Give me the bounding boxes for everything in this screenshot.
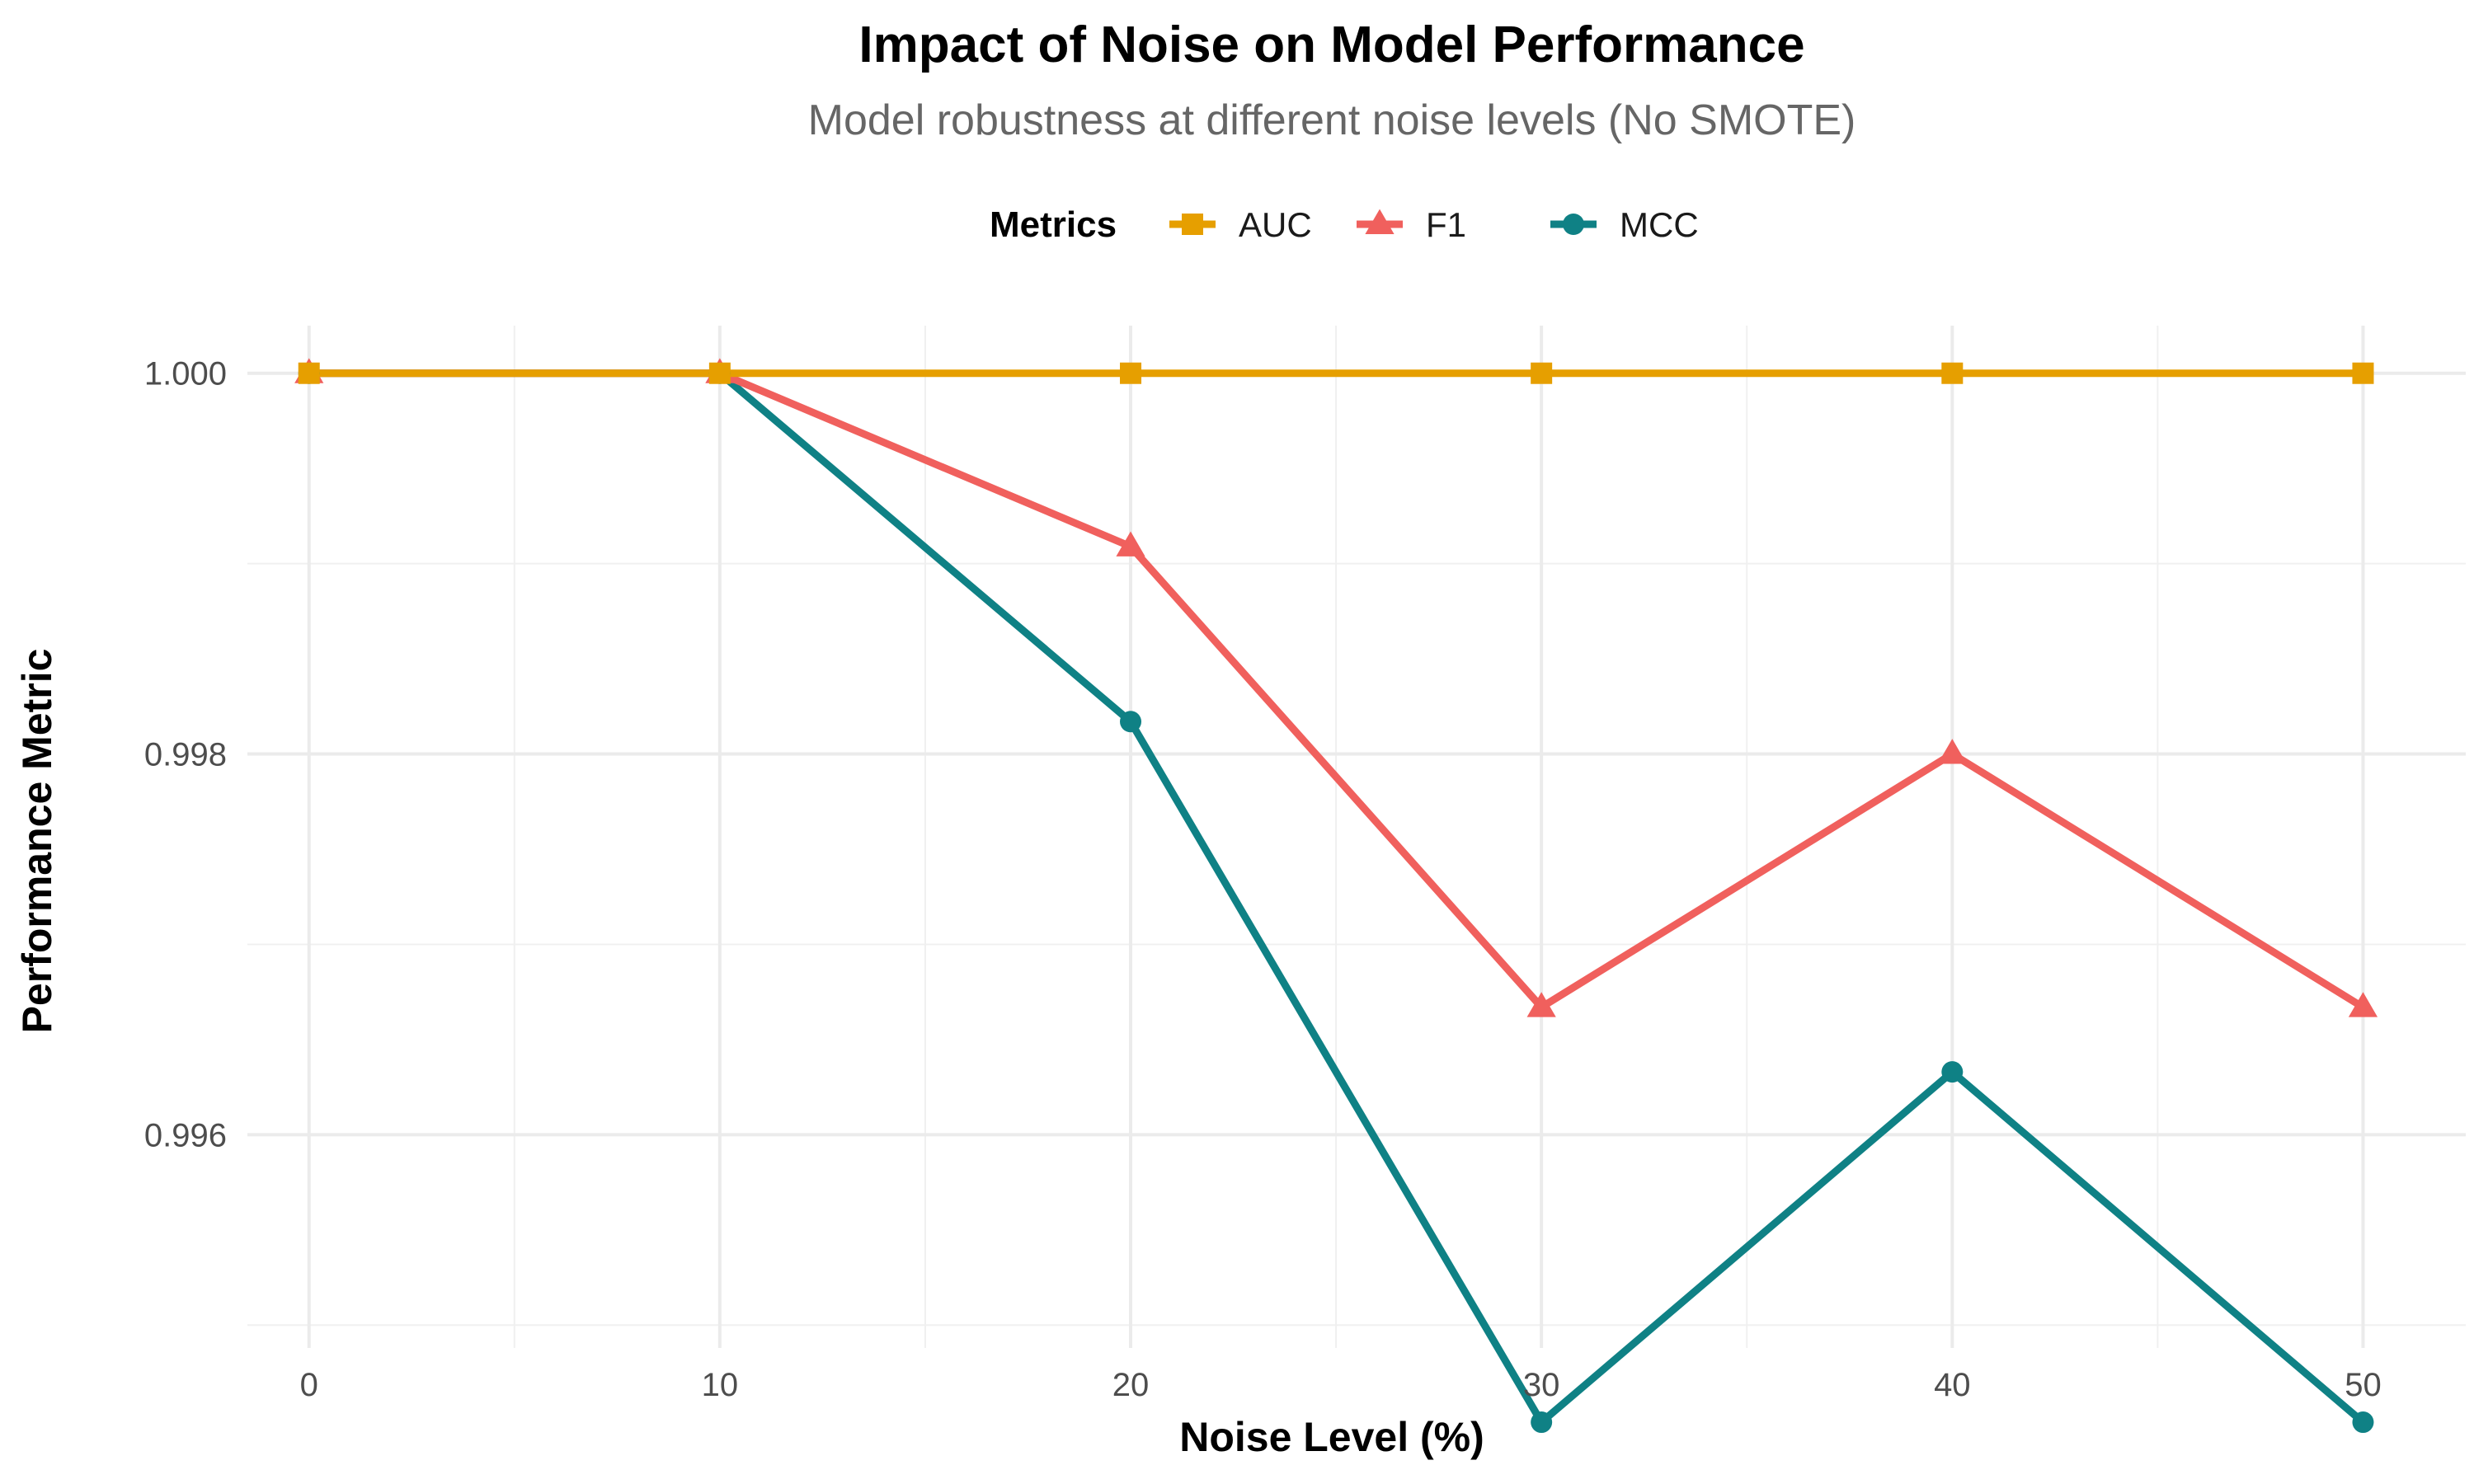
legend-item-auc: AUC bbox=[1169, 205, 1312, 244]
x-tick-label: 0 bbox=[300, 1367, 318, 1403]
legend-title: Metrics bbox=[990, 204, 1117, 245]
grid-major bbox=[247, 326, 2466, 1348]
x-tick-label: 10 bbox=[702, 1367, 739, 1403]
data-point-mcc bbox=[2352, 1411, 2374, 1434]
legend-item-f1: F1 bbox=[1357, 205, 1466, 244]
series-points bbox=[294, 358, 2378, 1434]
data-point-f1 bbox=[2348, 992, 2378, 1017]
legend-key-marker bbox=[1563, 214, 1584, 235]
data-point-auc bbox=[708, 362, 731, 384]
grid-minor bbox=[247, 326, 2466, 1348]
legend-key-marker bbox=[1365, 209, 1395, 234]
data-point-f1 bbox=[1937, 739, 1967, 764]
legend-label: MCC bbox=[1620, 205, 1699, 244]
data-point-auc bbox=[2352, 362, 2374, 384]
x-axis-title: Noise Level (%) bbox=[1179, 1414, 1484, 1460]
data-point-f1 bbox=[1526, 992, 1556, 1017]
legend-item-mcc: MCC bbox=[1550, 205, 1699, 244]
x-tick-label: 50 bbox=[2345, 1367, 2382, 1403]
data-point-auc bbox=[1531, 362, 1553, 384]
y-tick-label: 0.996 bbox=[144, 1117, 227, 1153]
data-point-auc bbox=[1941, 362, 1964, 384]
x-tick-label: 30 bbox=[1523, 1367, 1560, 1403]
legend-label: F1 bbox=[1426, 205, 1466, 244]
data-point-mcc bbox=[1941, 1061, 1964, 1083]
legend-key-marker bbox=[1182, 214, 1203, 235]
y-axis-ticks: 0.996 0.998 1.000 bbox=[144, 356, 227, 1154]
x-axis-ticks: 0 10 20 30 40 50 bbox=[300, 1367, 2382, 1403]
x-tick-label: 40 bbox=[1934, 1367, 1971, 1403]
chart-subtitle: Model robustness at different noise leve… bbox=[808, 96, 1856, 144]
data-point-auc bbox=[1120, 362, 1142, 384]
data-point-mcc bbox=[1531, 1411, 1553, 1434]
data-point-auc bbox=[298, 362, 320, 384]
data-point-mcc bbox=[1120, 711, 1142, 733]
legend: Metrics AUC F1 MCC bbox=[990, 204, 1699, 245]
x-tick-label: 20 bbox=[1112, 1367, 1150, 1403]
y-axis-title: Performance Metric bbox=[14, 649, 60, 1034]
y-tick-label: 0.998 bbox=[144, 737, 227, 773]
chart-title: Impact of Noise on Model Performance bbox=[858, 16, 1804, 73]
data-point-f1 bbox=[1116, 531, 1145, 556]
legend-label: AUC bbox=[1239, 205, 1312, 244]
series-lines bbox=[305, 369, 2367, 1426]
y-tick-label: 1.000 bbox=[144, 356, 227, 392]
